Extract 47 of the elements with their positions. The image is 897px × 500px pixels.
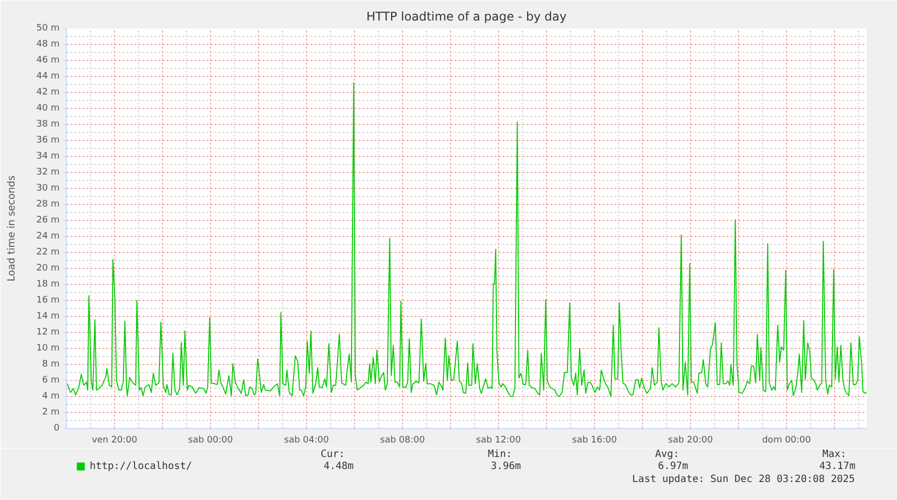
y-tick-label: 14 m — [36, 312, 60, 322]
x-tick-label: sab 16:00 — [572, 436, 618, 446]
x-tick-label: sab 00:00 — [188, 436, 234, 446]
text: Cur: — [320, 449, 345, 460]
y-tick-label: 22 m — [36, 248, 60, 258]
y-tick-label: 40 m — [36, 104, 60, 114]
text: Max: — [822, 449, 846, 460]
y-tick-label: 20 m — [36, 264, 60, 274]
y-tick-label: 26 m — [36, 216, 60, 226]
y-tick-label: 2 m — [42, 408, 60, 418]
text: 3.96m — [490, 461, 521, 472]
text: 4.48m — [324, 461, 354, 472]
y-tick-label: 38 m — [36, 120, 60, 130]
y-axis-title: Load time in seconds — [6, 175, 18, 282]
y-tick-label: 30 m — [36, 184, 60, 194]
y-tick-label: 16 m — [36, 296, 60, 306]
y-tick-label: 0 — [54, 424, 60, 434]
x-tick-label: sab 12:00 — [476, 436, 522, 446]
y-tick-label: 24 m — [36, 232, 60, 242]
y-tick-label: 46 m — [36, 56, 60, 66]
y-tick-label: 44 m — [36, 72, 60, 82]
x-tick-label: sab 04:00 — [284, 436, 330, 446]
x-tick-label: sab 20:00 — [668, 436, 714, 446]
y-tick-label: 36 m — [36, 136, 60, 146]
y-tick-label: 12 m — [36, 328, 60, 338]
y-tick-label: 8 m — [42, 360, 60, 370]
y-tick-label: 48 m — [36, 40, 60, 50]
line-series — [66, 82, 866, 397]
legend-label: http://localhost/ — [90, 461, 192, 472]
y-tick-label: 42 m — [36, 88, 60, 98]
text: Last update: Sun Dec 28 03:20:08 2025 — [632, 474, 855, 485]
text: 43.17m — [819, 461, 856, 472]
chart-title: HTTP loadtime of a page - by day — [366, 10, 567, 24]
y-tick-label: 28 m — [36, 200, 60, 210]
x-tick-label: sab 08:00 — [380, 436, 426, 446]
y-tick-label: 32 m — [36, 168, 60, 178]
text: 6.97m — [658, 461, 688, 472]
y-tick-label: 6 m — [42, 376, 60, 386]
y-tick-label: 4 m — [42, 392, 60, 402]
y-tick-label: 34 m — [36, 152, 60, 162]
x-tick-label: dom 00:00 — [762, 436, 812, 446]
y-tick-label: 18 m — [36, 280, 60, 290]
text: Min: — [488, 449, 512, 460]
y-tick-label: 10 m — [36, 344, 60, 354]
text: Avg: — [655, 449, 680, 460]
y-tick-label: 50 m — [36, 24, 60, 34]
x-tick-label: ven 20:00 — [92, 436, 138, 446]
